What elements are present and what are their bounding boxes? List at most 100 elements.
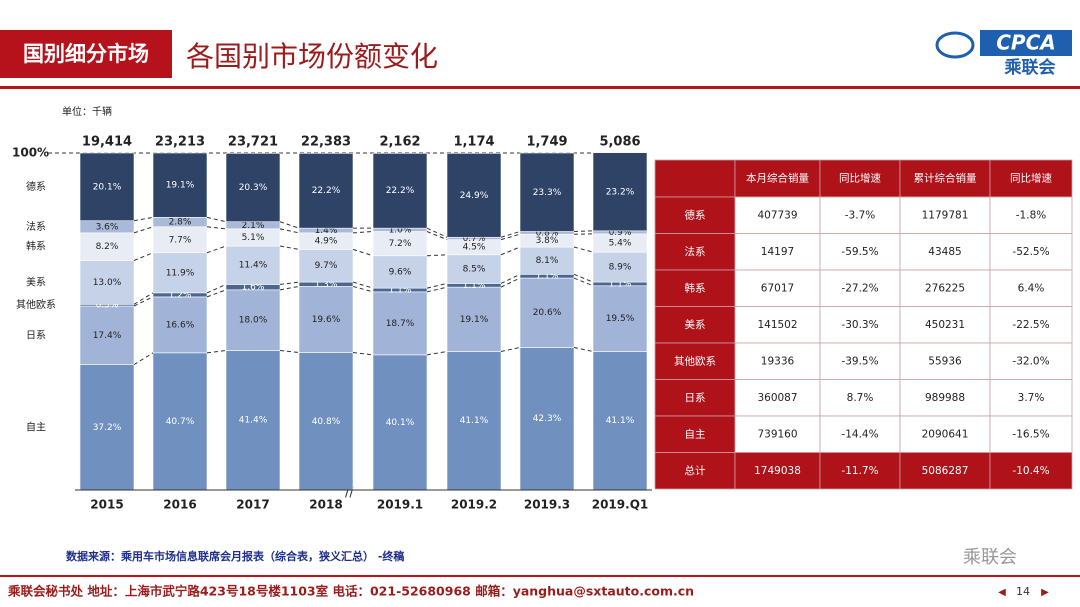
table-cell: [989, 342, 1073, 380]
value-label: 41.1%: [606, 416, 635, 426]
cell-text: -27.2%: [841, 282, 878, 294]
value-label: 1.6%: [242, 283, 265, 293]
table-cell: [734, 196, 821, 234]
value-label: 41.1%: [460, 416, 489, 426]
slide-title: 各国别市场份额变化: [186, 40, 438, 73]
value-label: 19.1%: [166, 181, 195, 191]
table-cell: [989, 306, 1073, 344]
value-label: 5.1%: [242, 233, 265, 243]
bar-segment: [372, 291, 428, 356]
value-label: 23.3%: [533, 188, 562, 198]
bar-segment: [519, 152, 575, 232]
connector: [426, 227, 448, 238]
bar-segment: [225, 350, 281, 491]
cell-text: 14197: [761, 246, 794, 258]
cell-text: 累计综合销量: [914, 172, 977, 185]
series-label: 韩系: [26, 240, 46, 253]
table-cell: [654, 452, 736, 490]
table-cell: [654, 196, 736, 234]
connector: [426, 282, 448, 289]
cell-text: 其他欧系: [674, 354, 716, 367]
connector: [279, 245, 300, 250]
cell-text: 19336: [761, 355, 795, 367]
x-tick-label: 2019.3: [524, 498, 570, 512]
value-label: 1.1%: [463, 281, 486, 291]
cell-text: 德系: [685, 208, 706, 221]
value-label: 22.2%: [312, 186, 341, 196]
table-cell: [899, 233, 991, 271]
connector: [133, 226, 154, 234]
cell-text: 美系: [685, 318, 706, 331]
cell-text: -10.4%: [1012, 465, 1049, 477]
value-label: 19.6%: [312, 315, 341, 325]
cell-text: 日系: [685, 392, 706, 404]
connector: [573, 273, 594, 283]
series-label: 其他欧系: [16, 298, 56, 311]
bar-segment: [298, 352, 354, 491]
table-cell: [734, 159, 821, 198]
cell-text: -52.5%: [1012, 246, 1049, 258]
cell-text: -11.7%: [841, 465, 878, 477]
series-label: 日系: [26, 329, 46, 341]
connector: [133, 296, 154, 307]
cell-text: 43485: [928, 246, 961, 258]
table-cell: [989, 269, 1073, 307]
value-label: 37.2%: [93, 423, 122, 433]
value-label: 8.2%: [96, 242, 119, 252]
cell-text: 450231: [925, 319, 965, 331]
cell-text: 67017: [761, 282, 794, 294]
value-label: 3.6%: [96, 222, 119, 232]
x-tick-label: 2019.1: [377, 498, 423, 512]
cell-text: -32.0%: [1012, 355, 1049, 367]
cell-text: 6.4%: [1018, 282, 1045, 294]
value-label: 0.5%: [96, 301, 119, 311]
bar-segment: [592, 152, 648, 232]
value-label: 18.0%: [239, 316, 268, 326]
connector: [573, 230, 594, 233]
value-label: 19.1%: [460, 315, 489, 325]
value-label: 7.2%: [389, 239, 412, 249]
connector: [133, 252, 154, 261]
cell-text: 3.7%: [1018, 392, 1045, 404]
value-label: 40.1%: [386, 418, 415, 428]
axis-break: //: [345, 486, 354, 501]
logo-mark: [935, 31, 975, 59]
x-tick-label: 2019.2: [451, 498, 497, 512]
connector: [500, 346, 521, 352]
x-tick-label: 2018: [309, 498, 342, 512]
value-label: 16.6%: [166, 320, 195, 330]
value-label: 20.6%: [533, 308, 562, 318]
value-label: 40.7%: [166, 417, 195, 427]
footer-text: 乘联会秘书处 地址：上海市武宁路423号18号楼1103室 电话：021-526…: [7, 584, 694, 599]
total-label: 19,414: [82, 135, 132, 150]
connector: [573, 346, 594, 352]
cell-text: 276225: [925, 282, 965, 294]
cell-text: -1.8%: [1016, 209, 1046, 221]
cell-text: 407739: [757, 209, 797, 221]
table-cell: [899, 306, 991, 344]
value-label: 1.2%: [169, 290, 192, 300]
next-arrow[interactable]: ▶: [1041, 587, 1049, 598]
logo-sub: 乘联会: [1004, 57, 1056, 78]
prev-arrow[interactable]: ◀: [998, 587, 1006, 598]
value-label: 24.9%: [460, 191, 489, 201]
cell-text: 自主: [685, 427, 706, 440]
connector: [500, 273, 521, 284]
table-cell: [989, 415, 1073, 453]
value-label: 20.1%: [93, 182, 122, 192]
cell-text: -39.5%: [841, 355, 878, 367]
table-cell: [654, 379, 736, 417]
connector: [206, 245, 227, 254]
total-label: 23,721: [228, 135, 278, 150]
source-note: 数据来源：乘用车市场信息联席会月报表（综合表，狭义汇总） -终稿: [66, 549, 404, 563]
table-cell: [734, 233, 821, 271]
page-number: 14: [1016, 585, 1030, 598]
table-cell: [654, 233, 736, 271]
bar-segment: [225, 245, 281, 285]
bar-segment: [225, 153, 281, 223]
value-label: 8.9%: [609, 263, 632, 273]
cell-text: -14.4%: [841, 428, 878, 440]
bar-segment: [152, 226, 208, 254]
value-label: 8.1%: [536, 256, 559, 266]
connector: [206, 349, 227, 354]
